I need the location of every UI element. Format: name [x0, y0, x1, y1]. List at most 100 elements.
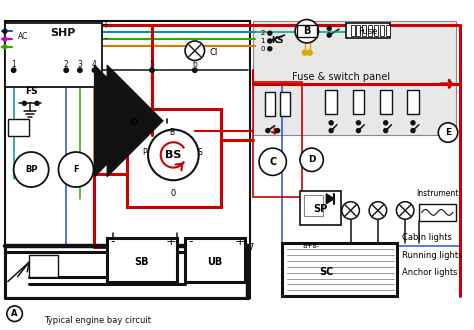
- Bar: [362, 25, 366, 36]
- Text: Cabin lights: Cabin lights: [402, 233, 452, 242]
- Text: 6: 6: [192, 60, 197, 69]
- Text: SC: SC: [319, 267, 334, 277]
- Polygon shape: [326, 194, 334, 204]
- Circle shape: [259, 148, 286, 175]
- Text: 2: 2: [261, 30, 265, 36]
- Circle shape: [384, 129, 388, 133]
- Text: +: +: [234, 235, 245, 248]
- Circle shape: [22, 101, 26, 105]
- Text: Running lights: Running lights: [402, 251, 463, 260]
- Bar: [304, 195, 323, 216]
- Bar: [5, 23, 102, 87]
- Text: +: +: [166, 235, 177, 248]
- Circle shape: [307, 50, 312, 55]
- Bar: [29, 255, 58, 277]
- Circle shape: [266, 129, 270, 133]
- Bar: [380, 25, 384, 36]
- Bar: [356, 25, 360, 36]
- Circle shape: [78, 68, 82, 72]
- Text: 4: 4: [92, 60, 97, 69]
- Text: F: F: [73, 165, 79, 174]
- Circle shape: [329, 121, 333, 125]
- Text: Anchor lights: Anchor lights: [402, 268, 458, 277]
- Text: BP: BP: [25, 165, 37, 174]
- Circle shape: [3, 45, 7, 49]
- Text: 1: 1: [11, 60, 16, 69]
- Text: 0: 0: [261, 46, 265, 52]
- Circle shape: [369, 202, 387, 219]
- Circle shape: [268, 39, 272, 43]
- Bar: [325, 90, 337, 114]
- Circle shape: [302, 50, 307, 55]
- Text: -: -: [103, 33, 107, 43]
- Circle shape: [411, 129, 415, 133]
- Circle shape: [64, 68, 68, 72]
- Text: 7: 7: [248, 243, 254, 252]
- Text: 1: 1: [261, 38, 265, 44]
- Bar: [185, 238, 246, 281]
- Text: D: D: [308, 155, 315, 164]
- Bar: [386, 25, 390, 36]
- Circle shape: [356, 129, 360, 133]
- Text: FS: FS: [25, 87, 37, 96]
- Bar: [297, 25, 317, 37]
- Bar: [419, 204, 456, 221]
- Bar: [127, 109, 221, 207]
- Text: A: A: [11, 309, 18, 318]
- Text: KS: KS: [272, 37, 284, 46]
- Circle shape: [35, 101, 39, 105]
- Bar: [107, 238, 177, 281]
- Text: B: B: [169, 128, 174, 137]
- Text: UB: UB: [207, 257, 222, 267]
- Circle shape: [11, 68, 16, 72]
- Text: Typical engine bay circuit: Typical engine bay circuit: [44, 316, 151, 325]
- Text: 0: 0: [171, 189, 176, 198]
- Circle shape: [14, 152, 49, 187]
- Circle shape: [268, 47, 272, 51]
- Text: Instrument: Instrument: [416, 189, 458, 198]
- Circle shape: [268, 31, 272, 35]
- Text: S: S: [197, 148, 202, 157]
- Circle shape: [58, 152, 93, 187]
- Text: -: -: [111, 235, 115, 248]
- Bar: [265, 92, 274, 116]
- Text: BS: BS: [165, 150, 182, 160]
- Bar: [8, 119, 29, 136]
- Bar: [5, 20, 250, 298]
- Text: 8+8-: 8+8-: [303, 243, 320, 248]
- Bar: [346, 23, 390, 38]
- Text: Fuse: Fuse: [358, 27, 378, 36]
- Circle shape: [150, 68, 154, 72]
- Bar: [281, 92, 290, 116]
- Bar: [368, 25, 372, 36]
- Circle shape: [396, 202, 414, 219]
- Bar: [353, 90, 364, 114]
- Bar: [283, 243, 397, 296]
- Bar: [351, 25, 355, 36]
- Circle shape: [192, 68, 197, 72]
- Circle shape: [3, 37, 7, 41]
- Circle shape: [356, 121, 360, 125]
- Text: CI: CI: [210, 48, 218, 57]
- Circle shape: [329, 129, 333, 133]
- Circle shape: [148, 130, 199, 180]
- Bar: [253, 20, 456, 135]
- Circle shape: [275, 129, 280, 133]
- Text: AC: AC: [18, 32, 28, 41]
- Text: +: +: [101, 20, 109, 30]
- Text: 3: 3: [77, 60, 82, 69]
- Circle shape: [3, 29, 7, 33]
- Bar: [253, 82, 302, 197]
- Text: SP: SP: [313, 204, 328, 214]
- Circle shape: [342, 202, 359, 219]
- Circle shape: [295, 19, 319, 43]
- Text: C: C: [269, 157, 276, 167]
- Text: B: B: [303, 26, 310, 36]
- Circle shape: [327, 33, 331, 37]
- Circle shape: [185, 41, 204, 60]
- Text: 2: 2: [64, 60, 69, 69]
- Bar: [300, 191, 341, 225]
- Text: P: P: [142, 148, 146, 157]
- Bar: [374, 25, 378, 36]
- Text: 5: 5: [149, 60, 155, 69]
